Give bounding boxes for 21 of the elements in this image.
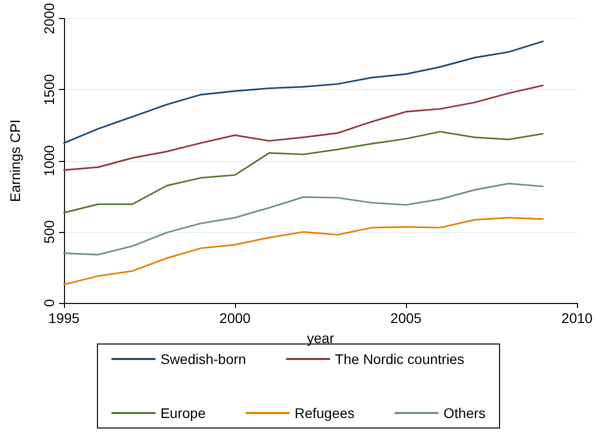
legend-label: The Nordic countries xyxy=(335,351,464,367)
y-axis-title: Earnings CPI xyxy=(7,120,23,202)
y-tick-label: 1000 xyxy=(41,145,57,176)
line-series xyxy=(63,40,544,144)
y-tick-label: 1500 xyxy=(41,74,57,106)
legend-label: Others xyxy=(444,405,486,421)
line-series xyxy=(63,84,544,171)
y-tick-label: 2000 xyxy=(41,2,57,34)
y-tick-label: 500 xyxy=(41,220,57,244)
line-series xyxy=(63,182,544,256)
legend-label: Swedish-born xyxy=(160,351,246,367)
x-axis-title: year xyxy=(306,330,334,346)
y-tick-label: 0 xyxy=(41,298,57,307)
x-tick-label: 1995 xyxy=(48,310,80,326)
line-series xyxy=(63,216,544,286)
x-tick-label: 2010 xyxy=(561,310,593,326)
x-tick-label: 2000 xyxy=(219,310,251,326)
legend-label: Europe xyxy=(160,405,206,421)
x-tick-label: 2005 xyxy=(390,310,422,326)
legend-label: Refugees xyxy=(294,405,355,421)
line-series xyxy=(63,130,544,214)
